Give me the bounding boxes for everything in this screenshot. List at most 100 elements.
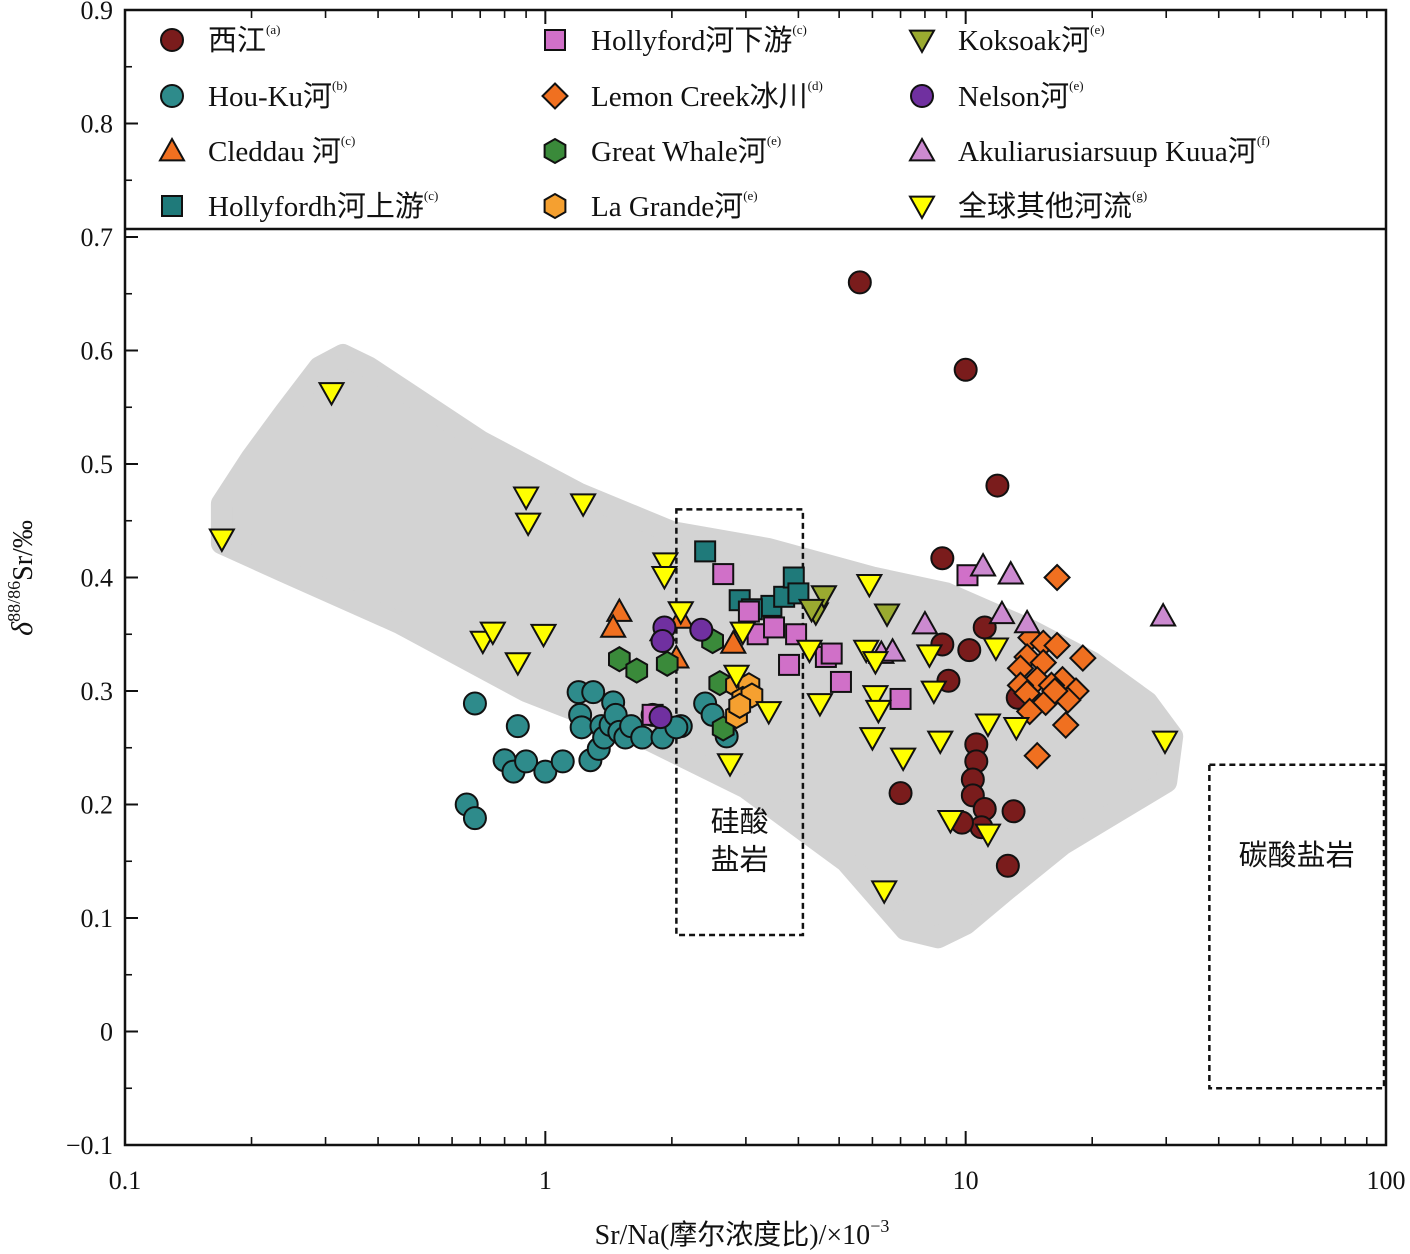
- data-point: [1015, 697, 1044, 726]
- data-point: [1002, 716, 1031, 742]
- data-point: [650, 566, 679, 591]
- y-tick-label: 0.5: [81, 450, 114, 479]
- axes-layer: 0.1 1 10 100 −0.1 0 0.1 0.2 0.3 0.4 0.5 0.6 0.7 0.8 0.…: [66, 0, 1406, 1195]
- data-point: [982, 637, 1010, 662]
- y-tick-label: 0.3: [81, 677, 114, 706]
- data-point: [651, 552, 680, 577]
- y-tick-label: −0.1: [66, 1131, 113, 1160]
- legend-label: Hou-Ku河(b): [208, 78, 347, 113]
- data-point: [722, 664, 751, 690]
- data-point: [1023, 741, 1052, 770]
- axis-titles-layer: Sr/Na(摩尔浓度比)/×10−3 δ88/86Sr/‰: [4, 520, 889, 1251]
- data-point: [911, 609, 939, 635]
- data-point: [755, 701, 783, 726]
- data-point: [728, 692, 752, 719]
- data-point: [997, 560, 1025, 585]
- y-tick-label: 0.1: [81, 904, 114, 933]
- legend-item: 西江(a): [160, 22, 280, 57]
- data-point: [630, 725, 655, 750]
- data-point: [861, 685, 890, 710]
- data-point: [974, 713, 1002, 738]
- data-point: [1151, 730, 1179, 755]
- data-point: [514, 512, 542, 538]
- data-point: [820, 642, 843, 665]
- legend-item: La Grande河(e): [543, 188, 758, 223]
- data-point: [462, 691, 487, 716]
- legend-marker: [161, 195, 183, 217]
- data-point: [533, 759, 558, 784]
- legend-item: Hou-Ku河(b): [160, 78, 347, 113]
- legend-item: Hollyford河下游(c): [544, 22, 807, 57]
- y-tick-label: 0.2: [81, 791, 114, 820]
- data-point: [529, 623, 558, 649]
- y-axis-title-delta: δ: [6, 621, 39, 636]
- legend-label: Great Whale河(e): [591, 133, 781, 168]
- series-0: [847, 270, 1030, 878]
- legend-label: Nelson河(e): [958, 78, 1084, 113]
- legend-label: Lemon Creek冰川(d): [591, 78, 823, 113]
- data-point: [648, 705, 673, 730]
- legend-marker: [908, 195, 936, 221]
- data-point: [505, 714, 530, 739]
- data-point: [569, 493, 597, 518]
- data-point: [719, 629, 747, 654]
- data-point: [988, 599, 1016, 625]
- data-point: [550, 749, 575, 774]
- y-tick-label: 0.8: [81, 110, 114, 139]
- legend-marker: [910, 84, 934, 108]
- silicate-label: 硅酸: [711, 804, 769, 838]
- data-point: [806, 693, 834, 718]
- data-point: [712, 563, 735, 586]
- data-point: [1001, 799, 1026, 824]
- data-point: [689, 617, 714, 642]
- x-axis-title-main: Sr/Na(摩尔浓度比)/×10: [595, 1219, 871, 1251]
- legend-item: Hollyfordh河上游(c): [161, 188, 438, 223]
- y-tick-label: 0: [100, 1018, 113, 1047]
- data-point: [729, 621, 757, 647]
- data-point: [737, 600, 760, 623]
- data-point: [855, 573, 884, 599]
- data-points-layer: [208, 270, 1179, 905]
- series-5: [1006, 563, 1097, 770]
- series-11: [208, 382, 1179, 905]
- legend-item: 全球其他河流(g): [908, 188, 1147, 223]
- data-point: [1043, 631, 1071, 660]
- y-axis-title-rest: Sr/‰: [8, 520, 39, 581]
- legend-label: 全球其他河流(g): [958, 188, 1147, 223]
- data-point: [667, 601, 695, 626]
- legend-marker: [541, 82, 569, 110]
- data-point: [1051, 711, 1080, 739]
- legend: 西江(a) Hou-Ku河(b) Cleddau 河(c) Hollyfordh河上游…: [158, 22, 1270, 223]
- data-point: [1040, 677, 1069, 705]
- legend-marker: [908, 29, 936, 55]
- data-point: [581, 680, 606, 705]
- x-axis-title-exponent: −3: [870, 1216, 889, 1236]
- series-8: [797, 585, 901, 628]
- y-tick-label: 0.6: [81, 337, 114, 366]
- legend-marker: [160, 84, 184, 108]
- legend-label: Koksoak河(e): [958, 22, 1105, 57]
- data-point: [655, 650, 679, 677]
- legend-label: Hollyford河下游(c): [591, 22, 807, 57]
- data-point: [985, 473, 1010, 498]
- data-point: [479, 621, 507, 647]
- legend-marker: [160, 28, 184, 52]
- data-point: [1013, 608, 1041, 634]
- legend-label: Cleddau 河(c): [208, 133, 355, 168]
- data-point: [785, 623, 808, 646]
- y-tick-label: 0.7: [81, 223, 114, 252]
- data-point: [829, 670, 852, 693]
- data-point: [716, 753, 744, 778]
- data-point: [915, 644, 944, 669]
- y-tick-label: 0.9: [81, 0, 114, 25]
- x-tick-label: 10: [953, 1166, 979, 1195]
- data-point: [889, 687, 912, 710]
- data-point: [569, 715, 594, 740]
- data-point: [873, 603, 901, 628]
- legend-item: Great Whale河(e): [543, 133, 781, 168]
- y-tick-label: 0.4: [81, 564, 114, 593]
- data-point: [462, 806, 487, 831]
- data-point: [858, 727, 887, 752]
- data-point: [969, 552, 997, 577]
- legend-label: 西江(a): [208, 22, 280, 57]
